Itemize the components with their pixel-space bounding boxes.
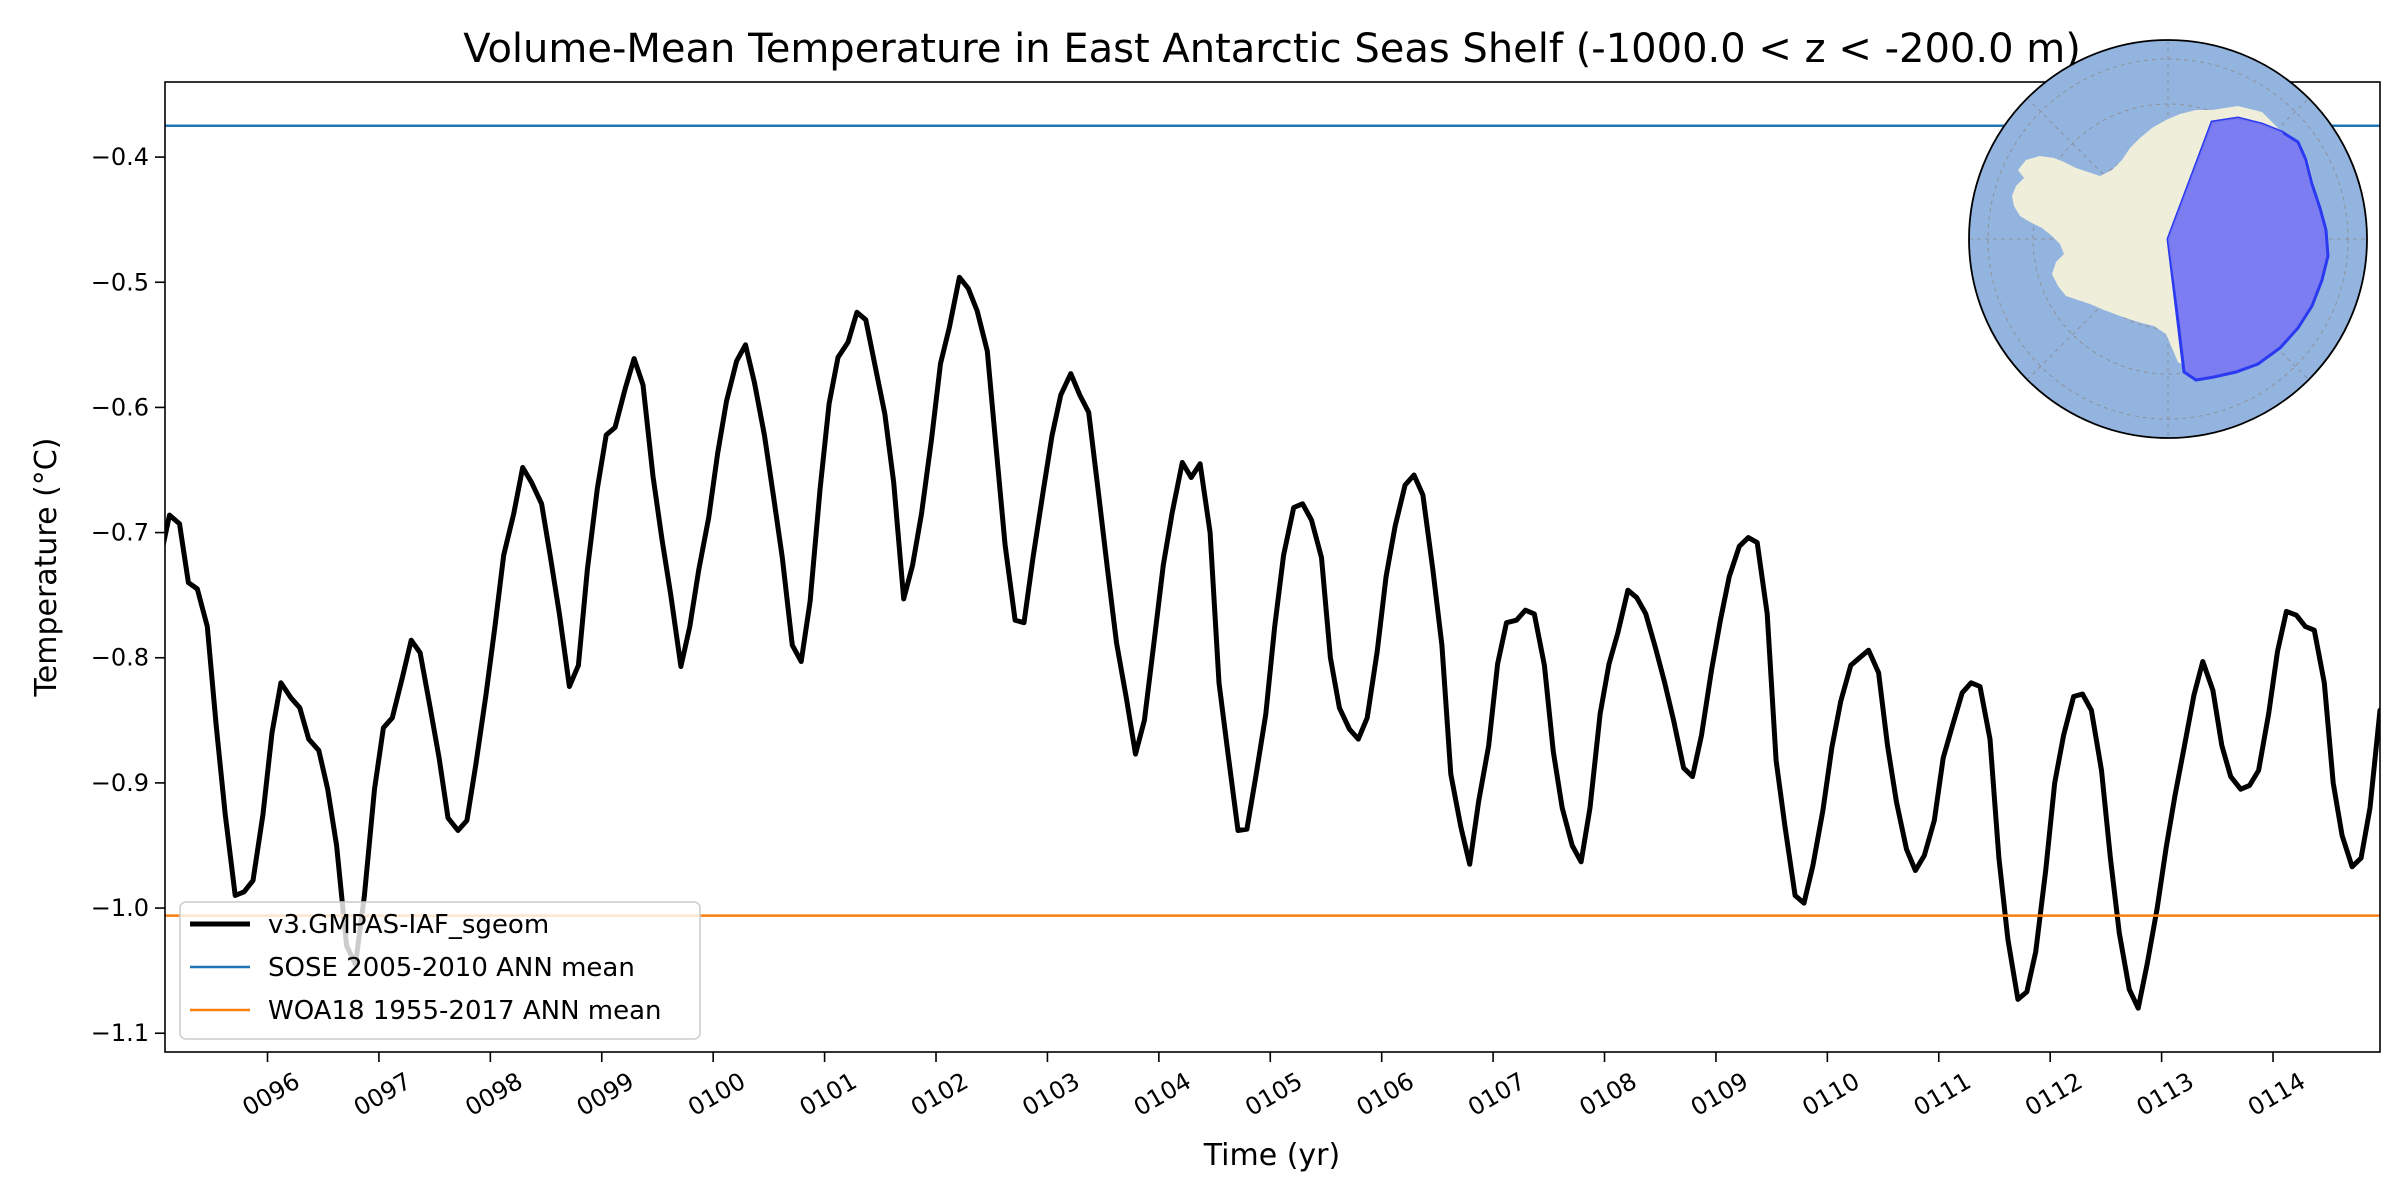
y-axis: −0.4 −0.5 −0.6 −0.7 −0.8 −0.9 −1.0 −1.1	[91, 143, 165, 1047]
legend-label-woa: WOA18 1955-2017 ANN mean	[268, 996, 662, 1026]
plot-frame	[164, 81, 2381, 1053]
y-tick-label: −0.4	[91, 143, 149, 171]
region-inset-map	[1968, 39, 2368, 439]
chart-title: Volume-Mean Temperature in East Antarcti…	[463, 26, 2081, 72]
x-tick-label: 0110	[1797, 1067, 1864, 1122]
x-tick-label: 0098	[460, 1067, 527, 1122]
x-tick-label: 0096	[238, 1067, 305, 1122]
x-axis-label: Time (yr)	[1203, 1138, 1340, 1173]
x-tick-label: 0107	[1463, 1067, 1530, 1122]
legend-box	[179, 901, 701, 1040]
series-line-model	[165, 274, 2380, 1011]
x-tick-label: 0104	[1129, 1067, 1196, 1122]
y-tick-label: −1.0	[91, 894, 149, 922]
legend-label-sose: SOSE 2005-2010 ANN mean	[268, 953, 635, 983]
inset-highlight-continent-part	[2168, 118, 2298, 358]
x-tick-label: 0103	[1018, 1067, 1085, 1122]
legend: v3.GMPAS-IAF_sgeom SOSE 2005-2010 ANN me…	[179, 901, 701, 1040]
inset-border	[1968, 39, 2368, 439]
x-tick-label: 0102	[906, 1067, 973, 1122]
y-tick-label: −0.9	[91, 769, 149, 797]
y-tick-label: −0.8	[91, 644, 149, 672]
y-tick-label: −0.7	[91, 519, 149, 547]
y-tick-label: −0.5	[91, 268, 149, 296]
x-tick-label: 0112	[2020, 1067, 2087, 1122]
x-tick-label: 0105	[1240, 1067, 1307, 1122]
y-axis-label: Temperature (°C)	[29, 438, 64, 698]
x-tick-label: 0109	[1686, 1067, 1753, 1122]
x-tick-label: 0101	[795, 1067, 862, 1122]
x-tick-label: 0099	[572, 1067, 639, 1122]
legend-label-model: v3.GMPAS-IAF_sgeom	[268, 910, 549, 940]
x-tick-label: 0097	[349, 1067, 416, 1122]
x-tick-label: 0106	[1352, 1067, 1419, 1122]
x-tick-label: 0108	[1575, 1067, 1642, 1122]
x-tick-label: 0113	[2132, 1067, 2199, 1122]
x-tick-label: 0114	[2243, 1067, 2310, 1122]
x-tick-label: 0111	[1909, 1067, 1976, 1122]
x-tick-label: 0100	[683, 1067, 750, 1122]
x-axis: 0096 0097 0098 0099 0100 0101 0102 0103 0104 0105…	[238, 1052, 2310, 1122]
y-tick-label: −0.6	[91, 393, 149, 421]
y-tick-label: −1.1	[91, 1019, 149, 1047]
